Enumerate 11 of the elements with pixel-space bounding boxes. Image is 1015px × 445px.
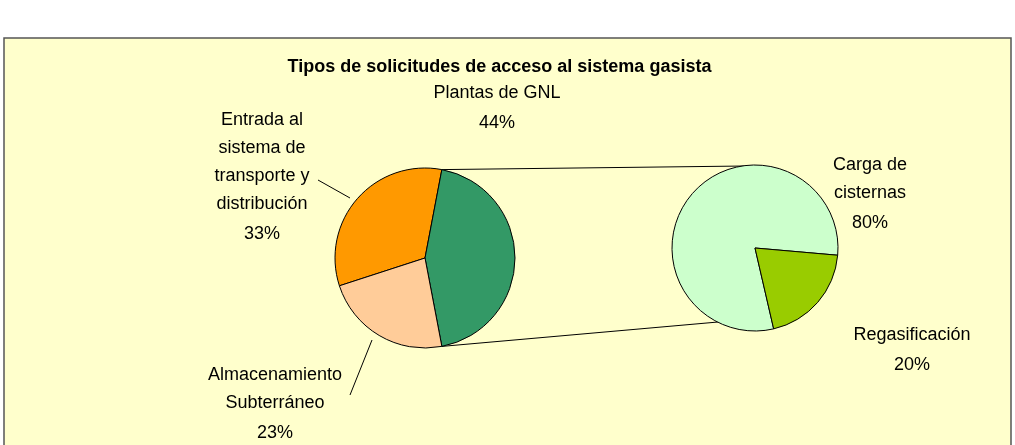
slice-label: Entrada al sistema de transporte y distribución [214, 109, 310, 213]
data-label: 33% [243, 223, 281, 243]
data-label: 44% [478, 112, 516, 132]
slice-label: Regasificación [853, 324, 971, 344]
slice-label: Carga de cisternas [832, 154, 908, 202]
data-label: 23% [256, 422, 294, 442]
data-label: 20% [893, 354, 931, 374]
slice-label: Plantas de GNL [433, 82, 561, 102]
data-label: 80% [851, 212, 889, 232]
slice-label: Almacenamiento Subterráneo [207, 364, 343, 412]
chart-title: Tipos de solicitudes de acceso al sistema gasista [287, 56, 713, 76]
